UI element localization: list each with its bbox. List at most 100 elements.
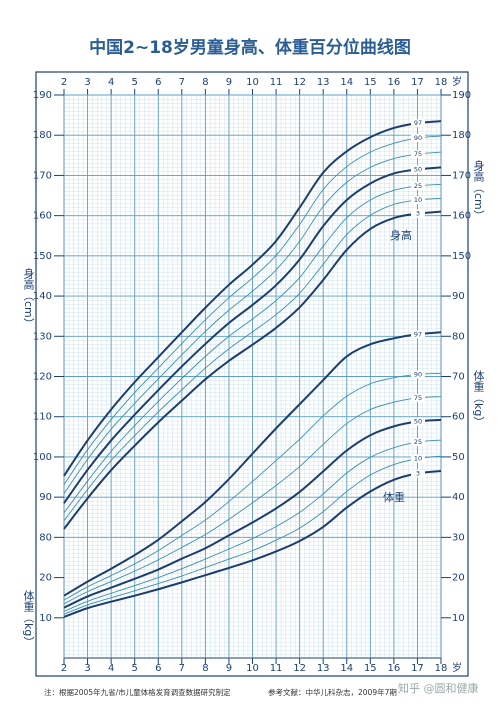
y-tick-label: 180 [33, 130, 52, 141]
chart-title: 中国2~18岁男童身高、体重百分位曲线图 [89, 37, 411, 58]
series-label: 25 [414, 438, 422, 446]
series-label: 50 [414, 165, 422, 173]
x-tick-label: 6 [155, 77, 161, 88]
y-tick-label: 180 [452, 130, 471, 141]
curve-group-label: 身高 [390, 228, 412, 242]
label-bg [411, 165, 425, 174]
footnote: 注：根据2005年九省/市儿童体格发育调查数据研究制定 [44, 687, 231, 697]
x-tick-label: 2 [61, 663, 67, 674]
label-bg [411, 393, 425, 402]
series-label: 10 [414, 196, 422, 204]
x-tick-label: 5 [132, 663, 138, 674]
x-tick-label: 9 [226, 77, 232, 88]
y-tick-label: 70 [452, 372, 465, 383]
x-tick-label: 12 [293, 663, 306, 674]
percentile-curve [63, 418, 442, 609]
percentile-curve [63, 135, 442, 485]
percentile-curve [63, 455, 442, 615]
x-tick-label: 11 [270, 663, 283, 674]
x-tick-label: 3 [84, 663, 90, 674]
y-tick-label: 160 [452, 211, 471, 222]
series-label: 90 [414, 134, 422, 142]
x-tick-label: 11 [270, 77, 283, 88]
y-tick-label: 20 [39, 573, 52, 584]
x-tick-label: 18 [435, 77, 448, 88]
y-tick-label: 170 [452, 170, 471, 181]
x-unit: 岁 [452, 75, 462, 88]
series-label: 90 [414, 370, 422, 378]
label-bg [411, 417, 425, 426]
label-bg [411, 119, 425, 128]
percentile-curve [63, 470, 442, 618]
y-tick-label: 140 [33, 291, 52, 302]
percentile-curve [63, 396, 442, 605]
series-label: 97 [414, 330, 422, 338]
label-bg [411, 181, 425, 190]
x-tick-label: 8 [202, 663, 208, 674]
y-tick-label: 80 [452, 331, 465, 342]
y-tick-label: 40 [452, 492, 465, 503]
x-tick-label: 10 [246, 663, 259, 674]
y-tick-label: 160 [33, 211, 52, 222]
label-bg [411, 469, 425, 478]
x-tick-label: 6 [155, 663, 161, 674]
label-bg [411, 209, 425, 218]
x-tick-label: 7 [179, 77, 185, 88]
x-tick-label: 12 [293, 77, 306, 88]
series-label: 75 [414, 150, 422, 158]
y-axis-label: 体重（kg） [22, 589, 35, 648]
x-tick-label: 15 [364, 663, 377, 674]
percentile-curve [63, 151, 442, 494]
percentile-curve [63, 183, 442, 514]
y-tick-label: 10 [39, 613, 52, 624]
y-tick-label: 10 [452, 613, 465, 624]
y-tick-label: 90 [452, 291, 465, 302]
y-axis-label: 身高（cm） [22, 267, 35, 329]
y-tick-label: 120 [33, 372, 52, 383]
label-bg [411, 370, 425, 379]
y-tick-label: 170 [33, 170, 52, 181]
y-tick-label: 30 [452, 532, 465, 543]
label-bg [411, 150, 425, 159]
percentile-curve [63, 210, 442, 530]
y-tick-label: 150 [33, 251, 52, 262]
frame [35, 71, 469, 677]
series-label: 75 [414, 394, 422, 402]
series-label: 10 [414, 455, 422, 463]
x-tick-label: 16 [388, 77, 401, 88]
x-tick-label: 4 [108, 77, 114, 88]
percentile-curve [63, 439, 442, 612]
x-tick-label: 3 [84, 77, 90, 88]
x-tick-label: 13 [317, 77, 330, 88]
series-label: 97 [414, 119, 422, 127]
x-tick-label: 10 [246, 77, 259, 88]
x-tick-label: 15 [364, 77, 377, 88]
x-tick-label: 14 [340, 77, 353, 88]
x-tick-label: 17 [411, 663, 424, 674]
label-bg [411, 134, 425, 143]
y-tick-label: 110 [33, 412, 52, 423]
label-bg [411, 438, 425, 447]
percentile-curve [63, 372, 442, 601]
label-bg [411, 454, 425, 463]
x-tick-label: 4 [108, 663, 114, 674]
x-tick-label: 8 [202, 77, 208, 88]
x-tick-label: 18 [435, 663, 448, 674]
x-tick-label: 17 [411, 77, 424, 88]
x-tick-label: 2 [61, 77, 67, 88]
reference: 参考文献：中华儿科杂志，2009年7期 [268, 687, 397, 697]
y-tick-label: 90 [39, 492, 52, 503]
y-tick-label: 20 [452, 573, 465, 584]
percentile-curve [63, 120, 442, 477]
x-tick-label: 16 [388, 663, 401, 674]
series-label: 50 [414, 418, 422, 426]
x-tick-label: 13 [317, 663, 330, 674]
series-label: 3 [416, 210, 420, 218]
series-label: 3 [416, 469, 420, 477]
percentile-curve [63, 331, 442, 597]
x-tick-label: 5 [132, 77, 138, 88]
label-bg [411, 330, 425, 339]
y-tick-label: 190 [33, 90, 52, 101]
x-tick-label: 7 [179, 663, 185, 674]
